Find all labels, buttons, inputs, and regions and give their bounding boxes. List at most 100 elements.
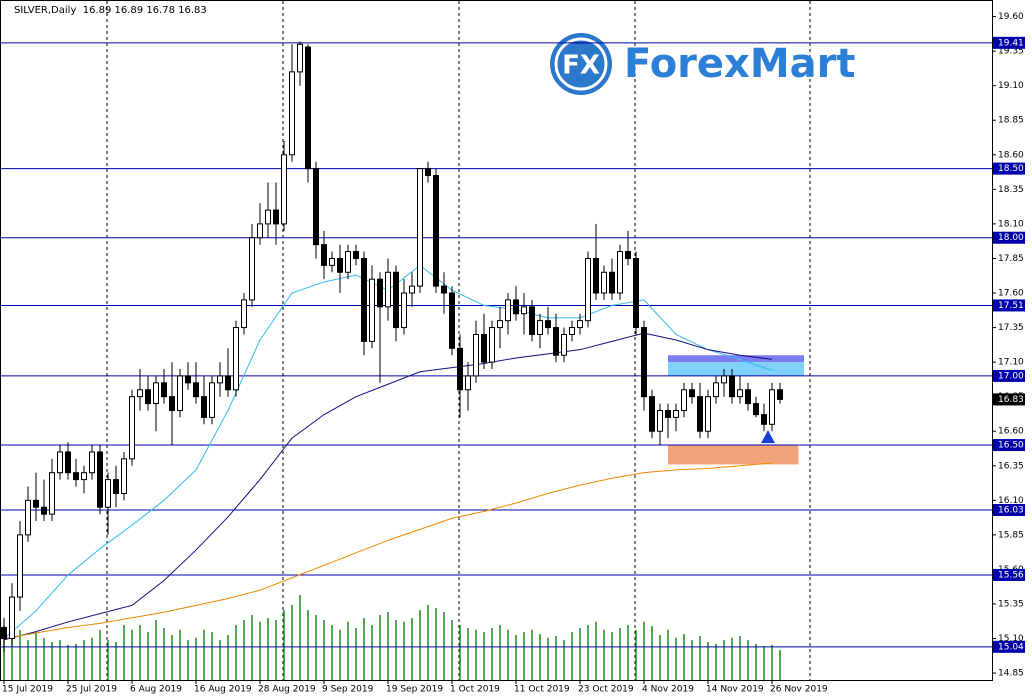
y-tick-label: 16.60 — [998, 427, 1024, 437]
y-tick-label: 16.10 — [998, 496, 1024, 506]
zone — [668, 362, 804, 376]
candle-body — [665, 409, 671, 418]
level-label-box — [993, 162, 1025, 175]
candle-body — [417, 168, 423, 287]
zone — [668, 445, 799, 465]
x-tick-label: 26 Nov 2019 — [770, 685, 828, 695]
level-label: 15.56 — [998, 570, 1024, 580]
candle-body — [633, 257, 639, 329]
candle-body — [41, 506, 47, 515]
candle-body — [545, 320, 551, 329]
candle-body — [49, 472, 55, 515]
candle-body — [521, 306, 527, 315]
y-tick-label: 19.60 — [998, 12, 1024, 22]
candle-body — [585, 257, 591, 322]
y-tick-label: 17.10 — [998, 358, 1024, 368]
level-label: 15.04 — [998, 642, 1024, 652]
candle-body — [57, 451, 63, 474]
candle-body — [129, 396, 135, 460]
level-label: 19.41 — [998, 38, 1024, 48]
candle-body — [689, 389, 695, 398]
candle-body — [529, 306, 535, 335]
candle-body — [401, 292, 407, 329]
signal-marker — [761, 430, 775, 444]
level-label: 18.00 — [998, 233, 1024, 243]
candle-body — [25, 499, 31, 536]
candle-body — [233, 327, 239, 391]
candle-body — [761, 414, 767, 425]
candle-body — [553, 327, 559, 356]
candle-body — [361, 257, 367, 342]
candle-body — [137, 389, 143, 398]
logo-circle — [550, 33, 612, 95]
candle-body — [465, 375, 471, 391]
candle-body — [257, 223, 263, 239]
level-label-box — [993, 369, 1025, 382]
candle-body — [753, 403, 759, 416]
candle-body — [105, 479, 111, 508]
candle-body — [345, 251, 351, 273]
candle-body — [337, 257, 343, 273]
level-label: 17.51 — [998, 301, 1024, 311]
candle-body — [225, 375, 231, 391]
candle-body — [705, 396, 711, 432]
x-tick-label: 6 Aug 2019 — [130, 685, 182, 695]
level-label-box — [993, 640, 1025, 653]
candle-body — [201, 396, 207, 418]
y-tick-label: 19.10 — [998, 81, 1024, 91]
level-label-box — [993, 36, 1025, 49]
candle-body — [513, 299, 519, 315]
candle-body — [281, 154, 287, 225]
candle-body — [273, 209, 279, 225]
candle-body — [505, 299, 511, 322]
candle-body — [329, 257, 335, 266]
candle-body — [385, 271, 391, 308]
candle-body — [697, 396, 703, 432]
candle-body — [97, 451, 103, 508]
x-tick-label: 16 Aug 2019 — [194, 685, 252, 695]
candle-body — [577, 320, 583, 329]
candle-body — [177, 375, 183, 411]
x-tick-label: 19 Sep 2019 — [386, 685, 443, 695]
x-tick-label: 23 Oct 2019 — [578, 685, 634, 695]
candle-body — [321, 244, 327, 266]
candle-body — [745, 389, 751, 405]
candle-body — [713, 382, 719, 398]
candle-body — [681, 389, 687, 411]
y-tick-label: 18.35 — [998, 185, 1024, 195]
candle-body — [617, 251, 623, 294]
level-label: 18.50 — [998, 164, 1024, 174]
level-label-box — [993, 568, 1025, 581]
vertical-grid — [106, 1, 811, 680]
candle-body — [297, 43, 303, 73]
candle-body — [265, 209, 271, 225]
candle-body — [9, 596, 15, 640]
candle-body — [305, 46, 311, 170]
logo-ring — [554, 37, 608, 91]
candle-body — [569, 327, 575, 335]
candle-body — [737, 389, 743, 398]
y-tick-label: 18.60 — [998, 150, 1024, 160]
y-tick-label: 15.85 — [998, 530, 1024, 540]
y-tick-label: 17.60 — [998, 289, 1024, 299]
candle-body — [113, 479, 119, 494]
candle-body — [497, 320, 503, 329]
level-label-box — [993, 231, 1025, 244]
y-tick-label: 18.10 — [998, 219, 1024, 229]
x-tick-label: 28 Aug 2019 — [258, 685, 316, 695]
x-tick-label: 4 Nov 2019 — [642, 685, 694, 695]
candle-body — [537, 320, 543, 335]
chart-header: SILVER,Daily 16.89 16.89 16.78 16.83 — [14, 5, 207, 16]
candle-body — [313, 168, 319, 246]
candle-body — [73, 472, 79, 481]
candle-body — [649, 396, 655, 432]
y-tick-label: 14.85 — [998, 669, 1024, 679]
moving-average — [3, 462, 773, 640]
y-tick-label: 17.85 — [998, 254, 1024, 264]
last-price-box — [993, 393, 1025, 406]
candle-body — [561, 333, 567, 356]
candle-body — [145, 389, 151, 405]
x-tick-label: 25 Jul 2019 — [66, 685, 117, 695]
